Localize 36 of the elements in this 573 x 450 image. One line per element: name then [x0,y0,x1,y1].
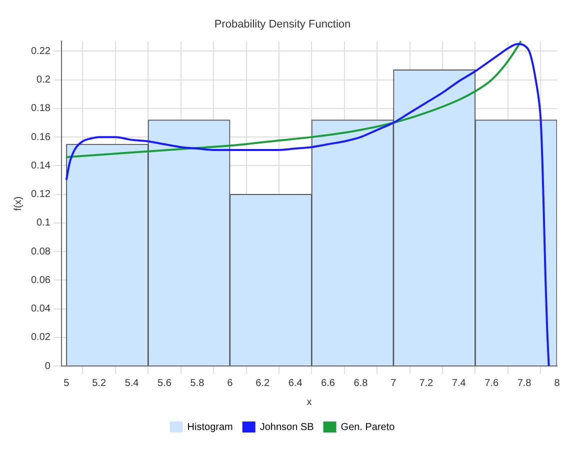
x-axis-title: x [306,396,312,408]
y-axis-title: f(x) [12,196,24,211]
x-tick-label: 7.8 [517,378,532,389]
x-tick-label: 5.6 [158,378,172,389]
x-tick-label: 5 [64,378,70,389]
y-tick-label: 0.14 [30,160,51,172]
x-tick-label: 6 [227,378,234,389]
legend-label: Gen. Pareto [340,422,396,433]
chart-title: Probability Density Function [214,18,351,31]
x-tick-label: 7 [390,378,397,389]
y-tick-label: 0 [44,360,51,372]
x-tick-label: 7.4 [452,378,466,389]
x-tick-label: 5.2 [92,378,106,389]
x-tick-label: 5.4 [124,378,140,389]
x-tick-label: 6.6 [321,378,336,389]
y-tick-label: 0.1 [36,218,51,229]
x-tick-label: 7.2 [419,378,434,389]
y-tick-label: 0.16 [30,132,51,143]
y-tick-label: 0.22 [30,46,51,57]
y-tick-label: 0.06 [30,274,51,286]
y-tick-label: 0.2 [36,74,51,86]
x-tick-label: 7.6 [484,378,499,389]
y-tick-label: 0.12 [30,189,51,200]
y-tick-label: 0.04 [30,304,51,315]
y-tick-label: 0.02 [30,332,51,344]
y-tick-label: 0.18 [30,103,51,114]
x-tick-label: 5.8 [190,378,205,389]
legend-label: Histogram [187,422,233,433]
x-tick-label: 6.8 [354,378,368,389]
x-tick-label: 6.2 [256,378,270,389]
x-tick-label: 6.4 [288,378,303,389]
legend-label: Johnson SB [260,422,314,433]
x-tick-label: 8 [554,378,560,389]
y-tick-label: 0.08 [30,246,51,258]
line-series [65,43,550,367]
line-series [65,40,522,158]
